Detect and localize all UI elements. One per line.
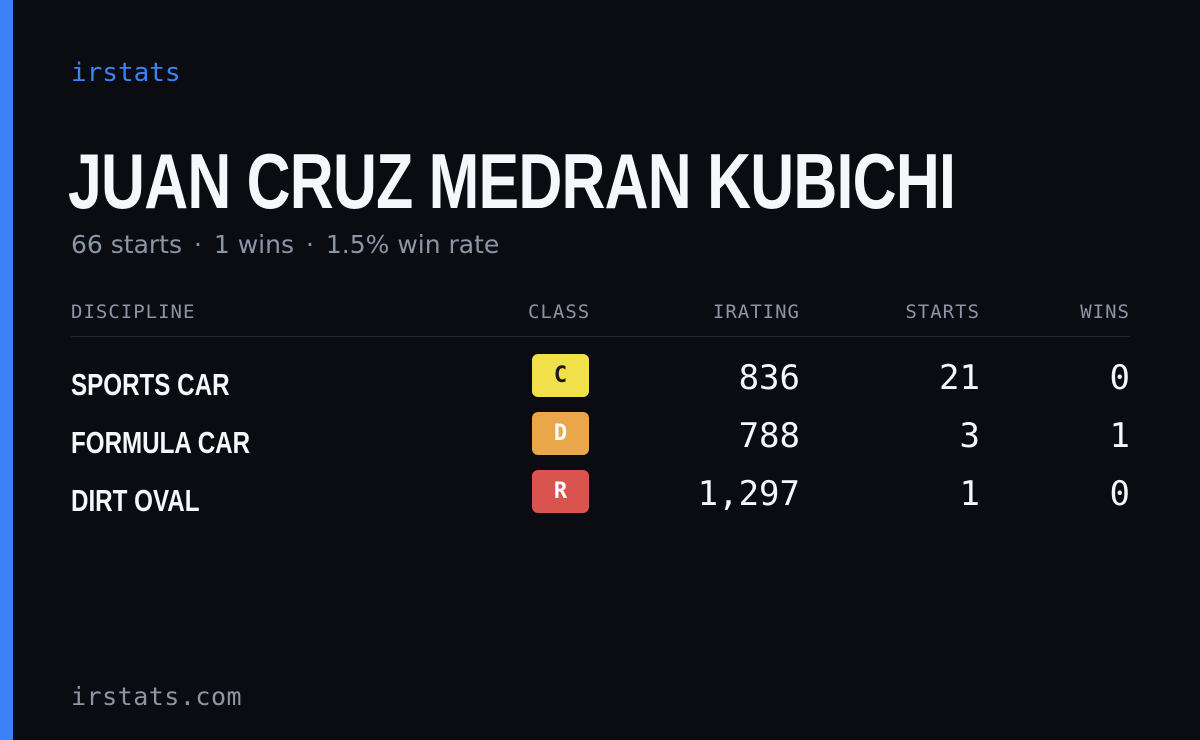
header-discipline: DISCIPLINE — [71, 301, 196, 323]
header-wins: WINS — [1080, 301, 1130, 323]
wins-value: 1 — [1109, 416, 1130, 456]
table-row: FORMULA CAR D 788 3 1 — [71, 412, 1130, 470]
starts-summary: 66 starts — [71, 230, 183, 259]
table-row: SPORTS CAR C 836 21 0 — [71, 354, 1130, 412]
driver-summary: 66 starts · 1 wins · 1.5% win rate — [71, 228, 499, 262]
class-badge: R — [532, 470, 589, 513]
discipline-table: DISCIPLINE CLASS IRATING STARTS WINS SPO… — [71, 296, 1130, 528]
table-header: DISCIPLINE CLASS IRATING STARTS WINS — [71, 296, 1130, 337]
driver-name: JUAN CRUZ MEDRAN KUBICHI — [68, 137, 956, 225]
summary-separator: · — [193, 230, 202, 259]
discipline-name: SPORTS CAR — [71, 367, 230, 402]
irating-value: 836 — [738, 358, 800, 398]
accent-bar — [0, 0, 13, 740]
table-body: SPORTS CAR C 836 21 0 FORMULA CAR D 788 … — [71, 354, 1130, 528]
wins-summary: 1 wins — [213, 230, 294, 259]
header-class: CLASS — [528, 301, 591, 323]
starts-value: 21 — [939, 358, 980, 398]
irating-value: 1,297 — [697, 474, 800, 514]
class-badge: D — [532, 412, 589, 455]
brand-logo[interactable]: irstats — [71, 58, 181, 88]
table-row: DIRT OVAL R 1,297 1 0 — [71, 470, 1130, 528]
discipline-name: FORMULA CAR — [71, 425, 251, 460]
header-starts: STARTS — [905, 301, 980, 323]
footer-url[interactable]: irstats.com — [71, 682, 243, 711]
class-badge: C — [532, 354, 589, 397]
winrate-summary: 1.5% win rate — [325, 230, 500, 259]
header-irating: IRATING — [712, 301, 800, 323]
discipline-name: DIRT OVAL — [71, 483, 200, 518]
wins-value: 0 — [1109, 474, 1130, 514]
irating-value: 788 — [738, 416, 800, 456]
starts-value: 1 — [959, 474, 980, 514]
wins-value: 0 — [1109, 358, 1130, 398]
starts-value: 3 — [959, 416, 980, 456]
summary-separator: · — [305, 230, 314, 259]
